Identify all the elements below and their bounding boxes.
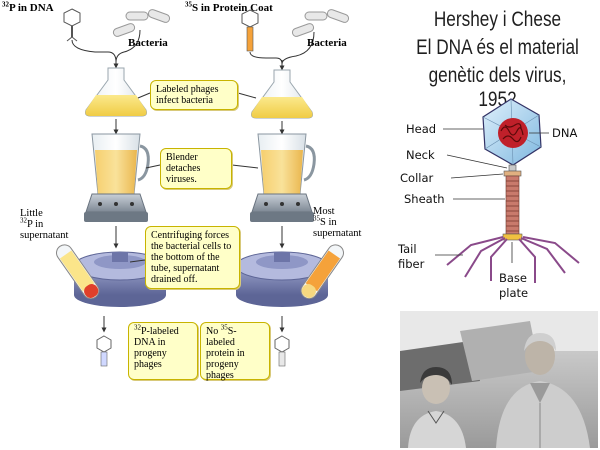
flask-right bbox=[251, 69, 313, 119]
phage-dna bbox=[498, 118, 528, 148]
label-bacteria-right: Bacteria bbox=[307, 37, 347, 49]
blender-left bbox=[84, 133, 150, 222]
note-centrifuge: Centrifuging forces the bacterial cells … bbox=[145, 226, 240, 289]
result-left: 32P-labeled DNA in progeny phages bbox=[128, 322, 198, 380]
phage-structure-diagram bbox=[435, 98, 580, 283]
phage-icon-right bbox=[241, 9, 259, 52]
title-line-2: El DNA és el material bbox=[416, 36, 579, 59]
phage-neck bbox=[508, 164, 517, 172]
progeny-phage-left bbox=[96, 335, 112, 367]
phage-icon-left bbox=[63, 8, 81, 42]
label-base-plate: Base plate bbox=[499, 271, 529, 300]
label-neck: Neck bbox=[406, 148, 435, 162]
progeny-phage-right bbox=[274, 335, 290, 367]
blender-right bbox=[250, 133, 316, 222]
test-tube-right bbox=[300, 244, 344, 300]
bacteria-cluster-left bbox=[112, 9, 171, 37]
photo-hershey-chase bbox=[400, 311, 598, 448]
label-35s-protein: 35S in Protein Coat bbox=[185, 0, 273, 14]
result-right: No 35S-labeled protein in progeny phages bbox=[200, 322, 270, 381]
note-blender: Blender detaches viruses. bbox=[160, 148, 232, 189]
experiment-diagram bbox=[56, 8, 350, 367]
phage-sheath bbox=[505, 175, 520, 235]
centrifuge-left bbox=[73, 251, 167, 307]
label-32p-dna: 32P in DNA bbox=[2, 0, 54, 14]
title-line-1: Hershey i Chese bbox=[433, 8, 562, 31]
flask-left bbox=[85, 67, 147, 117]
label-bacteria-left: Bacteria bbox=[128, 37, 168, 49]
photo-person-left bbox=[408, 367, 466, 448]
photo-person-right bbox=[496, 333, 590, 448]
phage-tail-fibers bbox=[446, 236, 580, 283]
label-sheath: Sheath bbox=[404, 192, 445, 206]
bacteria-cluster-right bbox=[291, 9, 350, 37]
label-collar: Collar bbox=[400, 171, 434, 185]
label-dna: DNA bbox=[552, 126, 578, 140]
phage-collar bbox=[503, 170, 522, 177]
test-tube-left bbox=[56, 244, 100, 300]
label-little-32p: Little 32P in supernatant bbox=[20, 208, 69, 241]
note-infect: Labeled phages infect bacteria bbox=[150, 80, 238, 110]
label-most-35s: Most 35S in supernatant bbox=[313, 206, 362, 239]
label-head: Head bbox=[406, 122, 437, 136]
label-tail-fiber: Tail fiber bbox=[398, 242, 425, 271]
